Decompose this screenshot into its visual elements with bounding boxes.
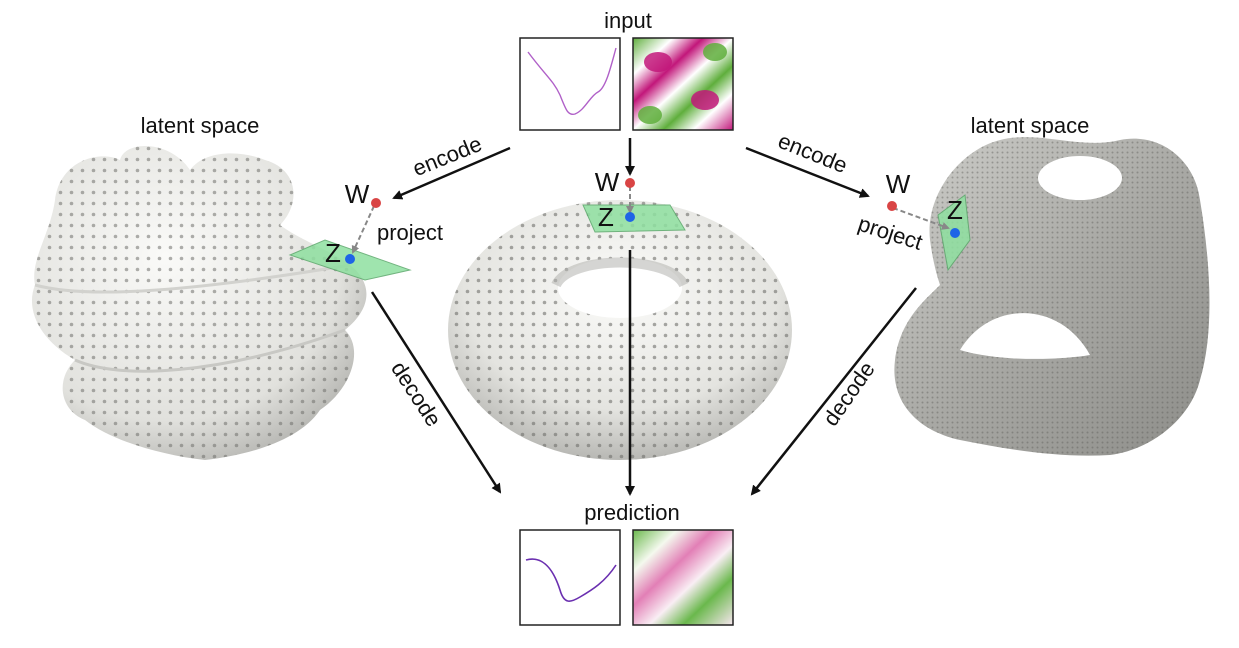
z-right-label: Z: [947, 195, 963, 225]
w-right-label: W: [886, 169, 911, 199]
encode-right-arrow: [745, 146, 870, 198]
decode-right-label: decode: [818, 357, 880, 430]
left-projection-arrow: [351, 205, 375, 254]
project-left-label: project: [377, 220, 443, 245]
encode-right-label: encode: [775, 128, 851, 178]
center-torus-surface: [448, 200, 792, 460]
left-w-point: [371, 198, 381, 208]
right-z-point: [950, 228, 960, 238]
right-latent-surface: [894, 137, 1210, 456]
input-curve-panel: [519, 37, 621, 131]
left-z-point: [345, 254, 355, 264]
w-left-label: W: [345, 179, 370, 209]
prediction-heatmap-panel: [632, 529, 734, 626]
input-label: input: [604, 8, 652, 33]
latent-space-left-label: latent space: [141, 113, 260, 138]
decode-left-arrow: [370, 291, 502, 494]
input-heatmap-panel: [632, 37, 734, 131]
project-right-label: project: [855, 211, 926, 255]
w-center-label: W: [595, 167, 620, 197]
decode-right-arrow: [750, 287, 917, 496]
prediction-curve-panel: [519, 529, 621, 626]
z-left-label: Z: [325, 238, 341, 268]
latent-space-right-label: latent space: [971, 113, 1090, 138]
right-projection-arrow: [892, 207, 950, 230]
right-w-point: [887, 201, 897, 211]
z-center-label: Z: [598, 202, 614, 232]
center-z-point: [625, 212, 635, 222]
encode-left-label: encode: [409, 131, 485, 181]
left-latent-surface: [31, 146, 367, 461]
prediction-label: prediction: [584, 500, 679, 525]
center-w-point: [625, 178, 635, 188]
encode-left-arrow: [392, 146, 511, 200]
